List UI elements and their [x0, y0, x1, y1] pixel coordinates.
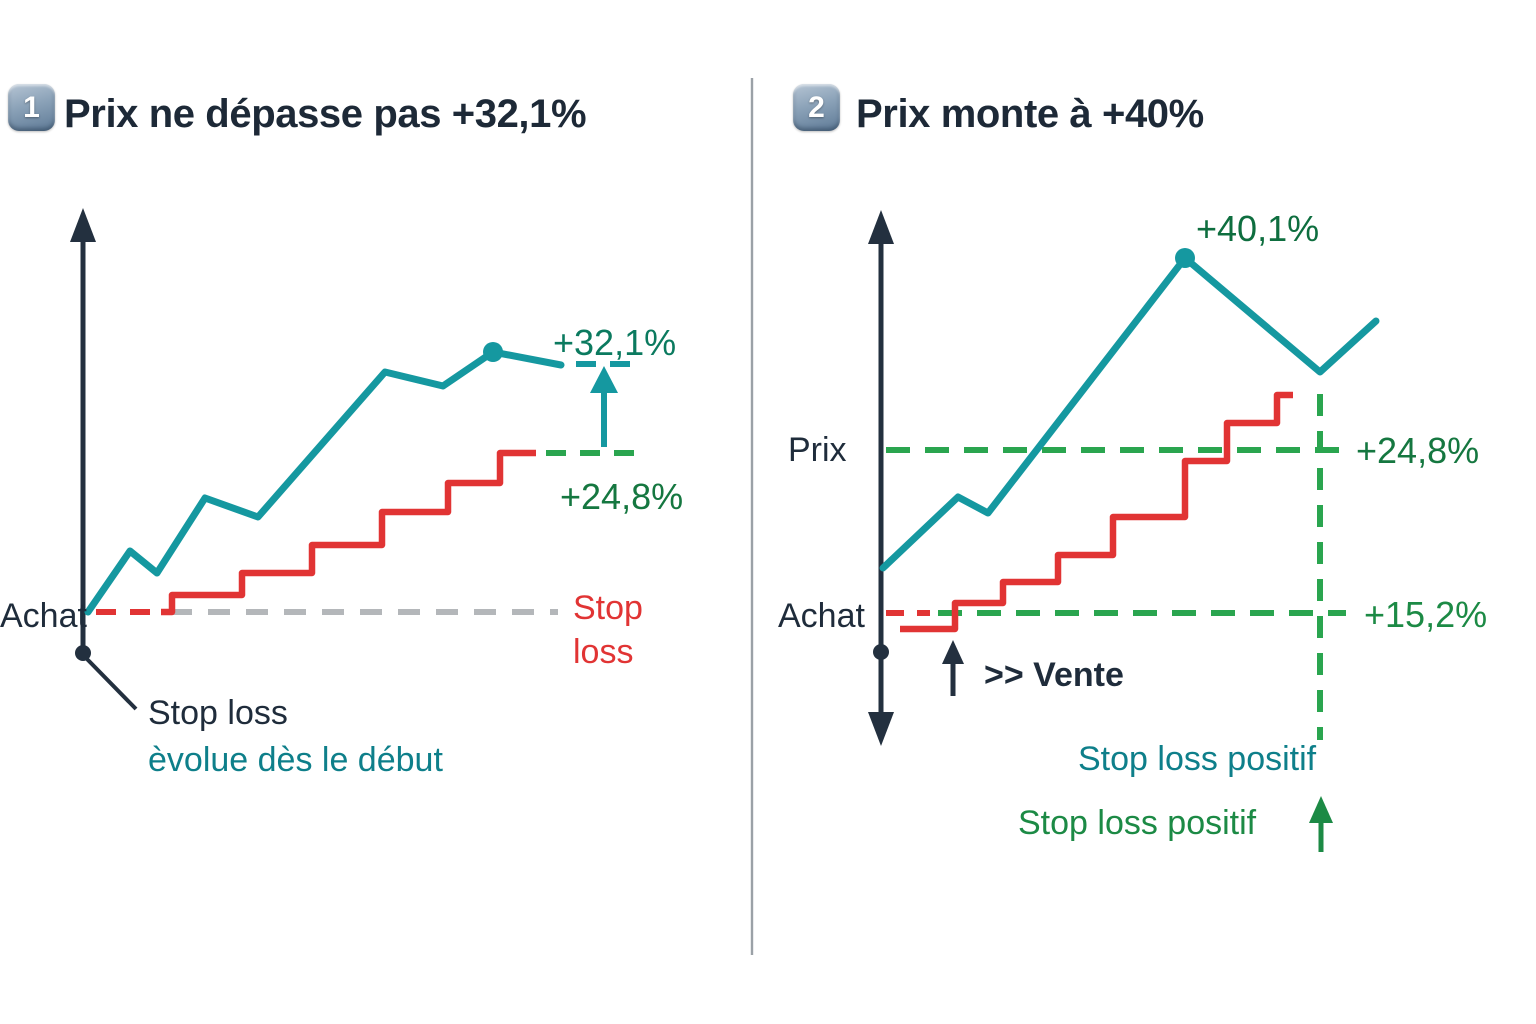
panel2-peak-dot — [1175, 248, 1195, 268]
panel2-prix-label: Prix — [788, 431, 847, 469]
panel2-stop-positif-green-label: Stop loss positif — [1018, 804, 1257, 842]
panel1-peak-dot — [483, 342, 503, 362]
panel1-number-badge: 1 — [8, 84, 55, 131]
panel2-stop-pct-label: +15,2% — [1364, 594, 1488, 635]
panel1-caption-line2: èvolue dès le début — [148, 741, 443, 779]
panel1-title: Prix ne dépasse pas +32,1% — [64, 92, 587, 136]
panel2-vente-arrowhead-up — [942, 640, 964, 664]
panel1-badge-digit: 1 — [23, 90, 40, 124]
panel2-badge-digit: 2 — [808, 90, 825, 124]
panel2-price-line — [879, 254, 1380, 572]
panel1-stop-loss-label: Stop loss — [573, 589, 643, 672]
panel2-sell-pct-label: +24,8% — [1356, 430, 1480, 471]
panel2-axis-arrowhead-down — [868, 712, 894, 746]
panel2-title: Prix monte à +40% — [856, 92, 1204, 136]
panel2-graphics — [868, 210, 1380, 852]
panel1-callout-line — [85, 657, 138, 711]
panel1-caption-line1: Stop loss — [148, 694, 288, 732]
panel2-peak-pct-label: +40,1% — [1196, 208, 1320, 249]
panel2-vente-label: >> Vente — [984, 656, 1124, 694]
panel2-positive-arrowhead-up — [1309, 796, 1333, 823]
panel2-stop-loss-staircase — [900, 391, 1293, 633]
panel1-peak-pct-label: +32,1% — [553, 322, 677, 363]
panel1-achat-label: Achat — [0, 597, 87, 635]
panel1-graphics — [70, 208, 642, 711]
panel1-origin-dot — [75, 645, 91, 661]
panel2-achat-label: Achat — [778, 597, 865, 635]
panel1-price-line — [84, 348, 565, 616]
panel1-gap-arrowhead-up — [590, 366, 618, 393]
panel2-origin-dot — [873, 644, 889, 660]
panel2-stop-positif-teal-label: Stop loss positif — [1078, 740, 1317, 778]
panel1-stop-pct-label: +24,8% — [560, 476, 684, 517]
panel1-stop-loss-staircase — [161, 449, 536, 616]
panel2-axis-arrowhead-up — [868, 210, 894, 244]
panel2-number-badge: 2 — [793, 84, 840, 131]
panel1-axis-arrowhead-up — [70, 208, 96, 242]
